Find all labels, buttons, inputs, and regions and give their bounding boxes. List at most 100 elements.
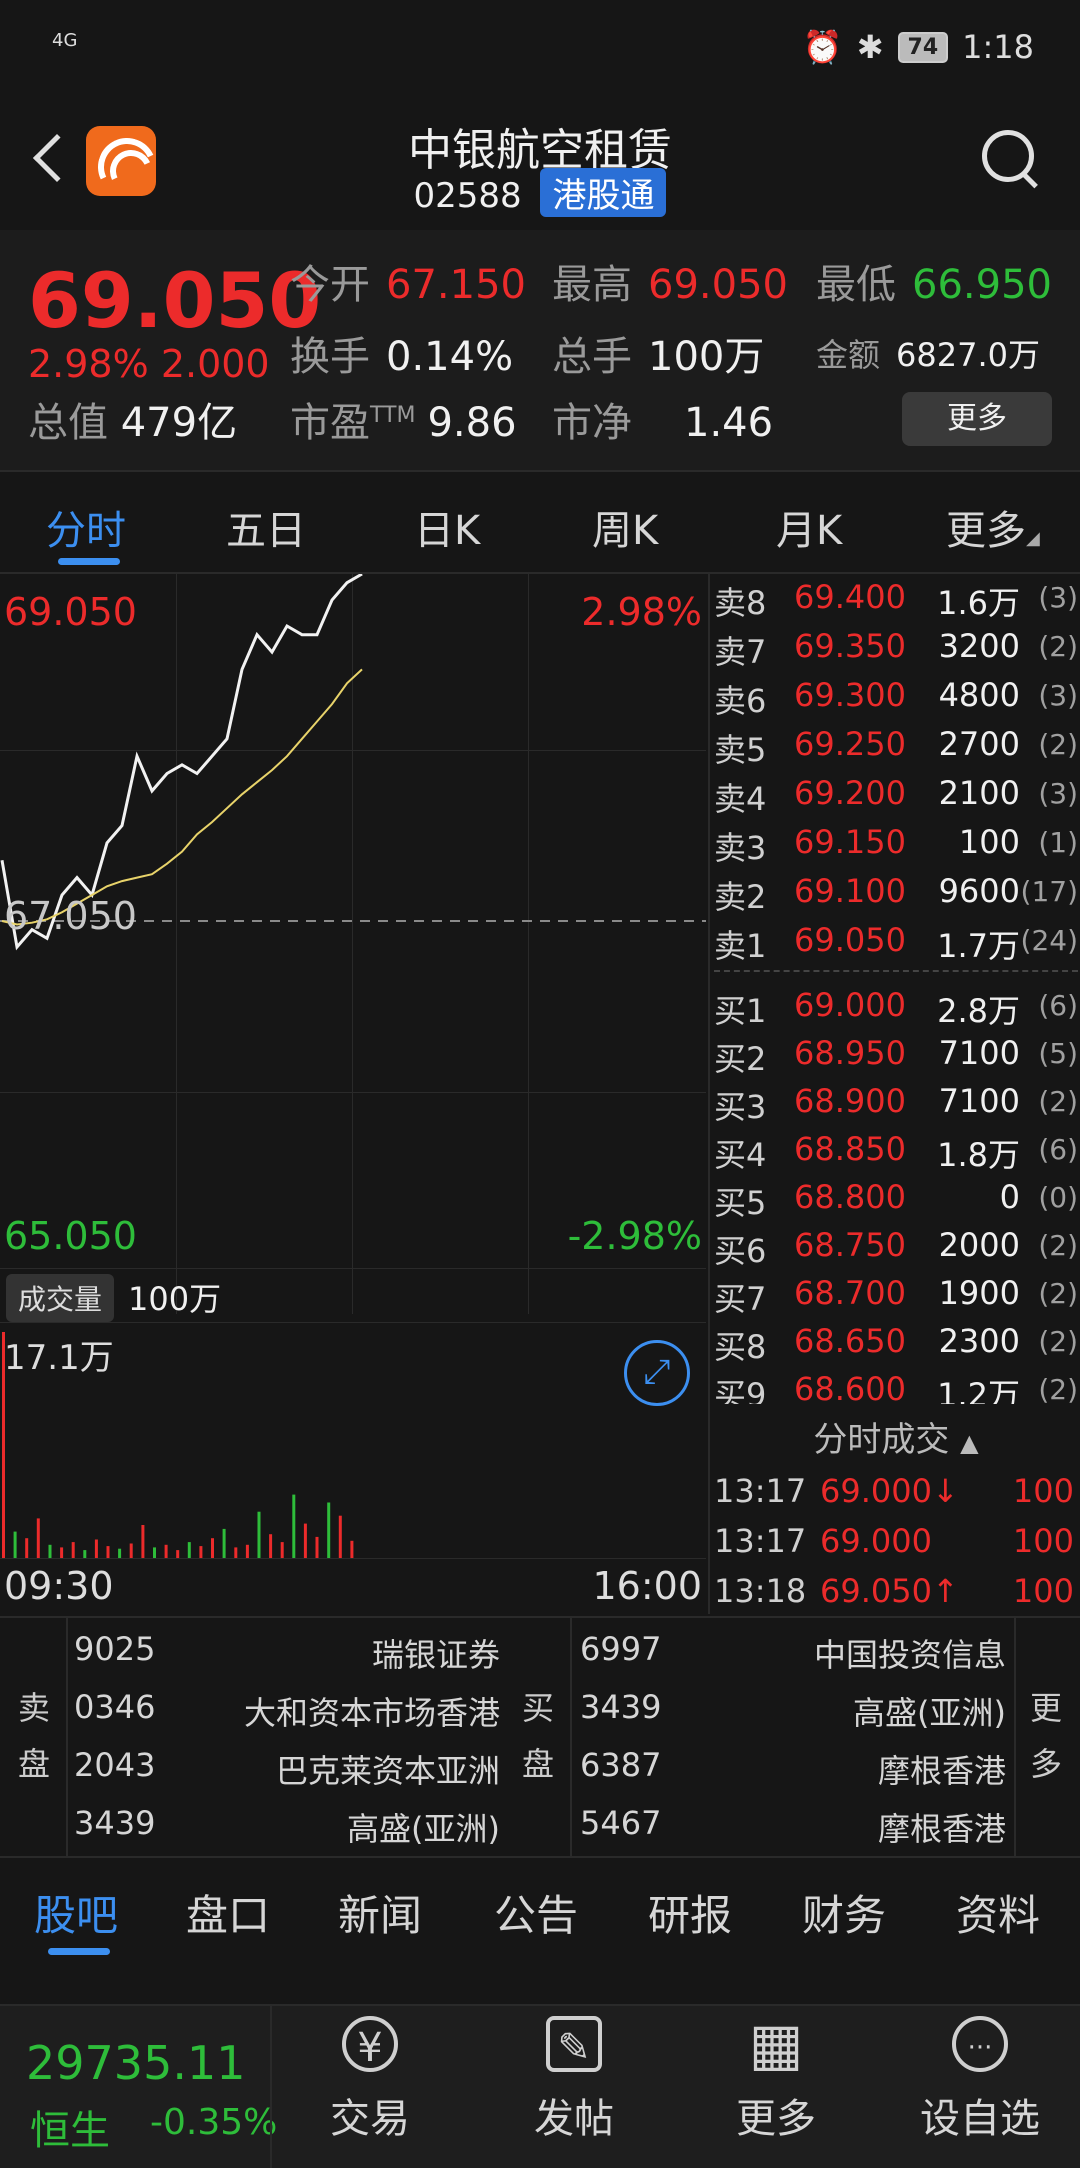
grid-icon: ▦ [748,2010,804,2078]
expand-icon[interactable]: ⤢ [624,1340,690,1406]
tick-volume: 100 [1012,1572,1074,1610]
ask-row[interactable]: 卖1 69.050 1.7万 (24) [710,921,1080,969]
tab-intraday[interactable]: 分时 [46,508,126,554]
volume-bar [153,1547,156,1558]
bid-row[interactable]: 买8 68.650 2300 (2) [710,1322,1080,1370]
ask-volume: 4800 [938,676,1020,714]
yen-circle-icon: ¥ [342,2016,398,2072]
status-right: ⏰ ✱ 74 1:18 [803,28,1034,66]
connect-badge: 港股通 [540,168,667,217]
bid-level: 买8 [714,1328,767,1366]
search-icon[interactable] [982,130,1038,186]
ask-row[interactable]: 卖6 69.300 4800 (3) [710,676,1080,724]
order-book: 卖8 69.400 1.6万 (3) 卖7 69.350 3200 (2) 卖6 69.300 48… [708,574,1080,1614]
bid-row[interactable]: 买5 68.800 0 (0) [710,1178,1080,1226]
volume-bar [280,1542,284,1558]
tab-five-day[interactable]: 五日 [226,508,306,554]
open-item: 今开 67.150 [290,262,526,308]
bid-row[interactable]: 买7 68.700 1900 (2) [710,1274,1080,1322]
ask-row[interactable]: 卖2 69.100 9600 (17) [710,872,1080,920]
price-change: 2.98% 2.000 [28,342,270,386]
app-logo-icon [86,126,156,196]
mid-price-label: 67.050 [4,894,137,938]
ask-level: 卖5 [714,731,767,769]
change-abs: 2.000 [160,342,270,386]
bid-volume: 1.2万 [937,1376,1020,1404]
ask-price: 69.100 [794,872,906,910]
tab-news[interactable]: 新闻 [338,1891,423,1940]
add-watchlist-button[interactable]: ··· 设自选 [900,2016,1060,2144]
trade-button[interactable]: ¥ 交易 [290,2016,450,2144]
bid-row[interactable]: 买6 68.750 2000 (2) [710,1226,1080,1274]
ask-level: 卖3 [714,829,767,867]
bid-volume: 1900 [938,1274,1020,1312]
ask-row[interactable]: 卖5 69.250 2700 (2) [710,725,1080,773]
intraday-chart[interactable]: 69.050 2.98% 67.050 65.050 -2.98% 成交量 10… [0,574,706,1614]
ask-row[interactable]: 卖3 69.150 100 (1) [710,823,1080,871]
tab-research[interactable]: 研报 [648,1891,733,1940]
ask-row[interactable]: 卖8 69.400 1.6万 (3) [710,578,1080,626]
volume-bar [338,1515,342,1558]
bluetooth-icon: ✱ [856,28,884,66]
lower-pct-label: -2.98% [567,1214,702,1258]
tab-announcements[interactable]: 公告 [494,1891,579,1940]
triangle-icon: ◢ [1026,528,1040,549]
ask-price: 69.300 [794,676,906,714]
ask-level: 卖7 [714,633,767,671]
broker-queue[interactable]: 卖盘 买盘 更多 9025 瑞银证券 0346 大和资本市场香港 2043 巴克莱资本亚洲… [0,1616,1080,1858]
post-button[interactable]: ✎ 发帖 [494,2016,654,2144]
tab-financials[interactable]: 财务 [802,1891,887,1940]
ask-row[interactable]: 卖7 69.350 3200 (2) [710,627,1080,675]
price-plot [0,574,706,951]
tick-price: 69.000↓ [820,1472,959,1510]
stock-header: 中银航空租赁 02588 港股通 [0,96,1080,230]
tick-volume: 100 [1012,1522,1074,1560]
volume-indicator-button[interactable]: 成交量 [6,1274,115,1322]
bid-count: (2) [1038,1229,1078,1262]
volume-bar [222,1528,226,1558]
buy-broker-name: 摩根香港 [877,1810,1006,1848]
bid-row[interactable]: 买4 68.850 1.8万 (6) [710,1130,1080,1178]
ask-price: 69.050 [794,921,906,959]
tab-profile[interactable]: 资料 [956,1891,1041,1940]
stock-code: 02588 [413,176,522,216]
bid-price: 68.600 [794,1370,906,1404]
volume-bar [48,1544,52,1558]
tab-monthly-k[interactable]: 月K [776,508,843,554]
market-value-value: 479亿 [120,400,238,446]
volume-bar [118,1548,122,1558]
upper-price-label: 69.050 [4,590,137,634]
more-button[interactable]: ▦ 更多 [736,2010,816,2142]
quote-more-button[interactable]: 更多 [902,392,1052,446]
change-pct: 2.98% [28,342,149,386]
price-line [0,574,363,951]
tab-weekly-k[interactable]: 周K [592,508,659,554]
bid-row[interactable]: 买3 68.900 7100 (2) [710,1082,1080,1130]
tab-more[interactable]: 更多◢ [946,508,1040,554]
sell-broker-name: 高盛(亚洲) [347,1810,500,1848]
bids: 买1 69.000 2.8万 (6) 买2 68.950 7100 (5) 买3 68.900 71… [710,574,1080,1404]
brokers-more-button[interactable]: 更多 [1029,1689,1062,1783]
ticks-title[interactable]: 分时成交 ▲ [813,1420,979,1460]
buy-broker-name: 摩根香港 [877,1752,1006,1790]
tick-volume: 100 [1012,1472,1074,1510]
ask-price: 69.250 [794,725,906,763]
tab-forum[interactable]: 股吧 [34,1891,119,1940]
volume-bar [13,1531,17,1558]
signal-icon: 4G [52,30,78,51]
volume-bar [25,1538,29,1558]
ask-volume: 100 [958,823,1020,861]
tab-orderbook[interactable]: 盘口 [186,1891,271,1940]
bid-row[interactable]: 买2 68.950 7100 (5) [710,1034,1080,1082]
volume-bar [199,1546,203,1558]
tab-daily-k[interactable]: 日K [414,508,481,554]
ask-volume: 1.7万 [937,927,1020,965]
bid-row[interactable]: 买1 69.000 2.8万 (6) [710,986,1080,1034]
bid-count: (2) [1038,1277,1078,1310]
ask-row[interactable]: 卖4 69.200 2100 (3) [710,774,1080,822]
index-value: 29735.11 [26,2036,246,2090]
buy-broker-id: 5467 [580,1804,662,1842]
bid-level: 买3 [714,1088,767,1126]
time-start-label: 09:30 [4,1564,114,1608]
bid-row[interactable]: 买9 68.600 1.2万 (2) [710,1370,1080,1404]
